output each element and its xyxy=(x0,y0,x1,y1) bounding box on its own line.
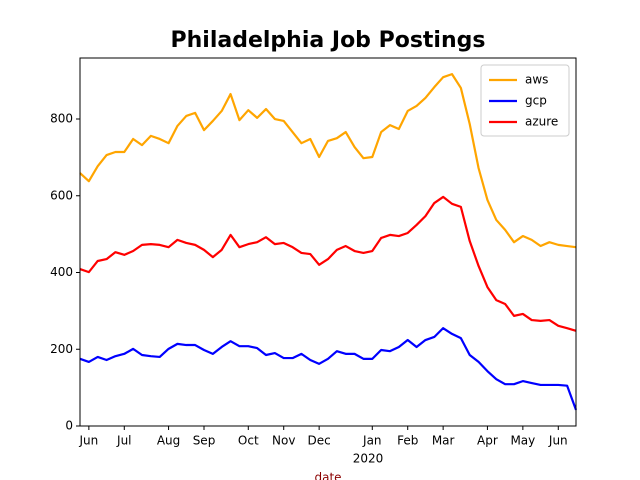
x-tick-label: Sep xyxy=(193,434,216,448)
x-year-label: 2020 xyxy=(353,452,384,466)
legend-box xyxy=(480,64,570,137)
x-tick-label: Feb xyxy=(397,434,418,448)
plot-frame xyxy=(79,57,577,427)
x-tick-label: Jun xyxy=(78,434,98,448)
x-tick-label: Apr xyxy=(477,434,498,448)
x-tick-label: Jul xyxy=(116,434,131,448)
x-tick-label: Jan xyxy=(362,434,382,448)
legend-label: azure xyxy=(525,115,558,129)
legend: aws gcp azure xyxy=(480,64,570,137)
x-tick-label: Nov xyxy=(272,434,295,448)
legend-label: aws xyxy=(525,73,548,87)
y-tick-label: 800 xyxy=(50,112,73,126)
chart-title: Philadelphia Job Postings xyxy=(171,28,486,53)
legend-label: gcp xyxy=(525,94,547,108)
x-axis-label: date xyxy=(314,471,341,480)
line-series xyxy=(79,327,578,411)
y-tick-label: 200 xyxy=(50,342,73,356)
x-tick-label: Oct xyxy=(238,434,259,448)
y-tick-label: 0 xyxy=(65,419,73,433)
x-tick-label: May xyxy=(510,434,535,448)
x-tick-label: Dec xyxy=(308,434,331,448)
line-series xyxy=(79,195,577,332)
line-series xyxy=(79,73,577,249)
x-tick-label: Mar xyxy=(432,434,455,448)
x-tick-label: Jun xyxy=(548,434,568,448)
y-tick-label: 600 xyxy=(50,188,73,202)
x-tick-label: Aug xyxy=(157,434,180,448)
y-tick-label: 400 xyxy=(50,265,73,279)
